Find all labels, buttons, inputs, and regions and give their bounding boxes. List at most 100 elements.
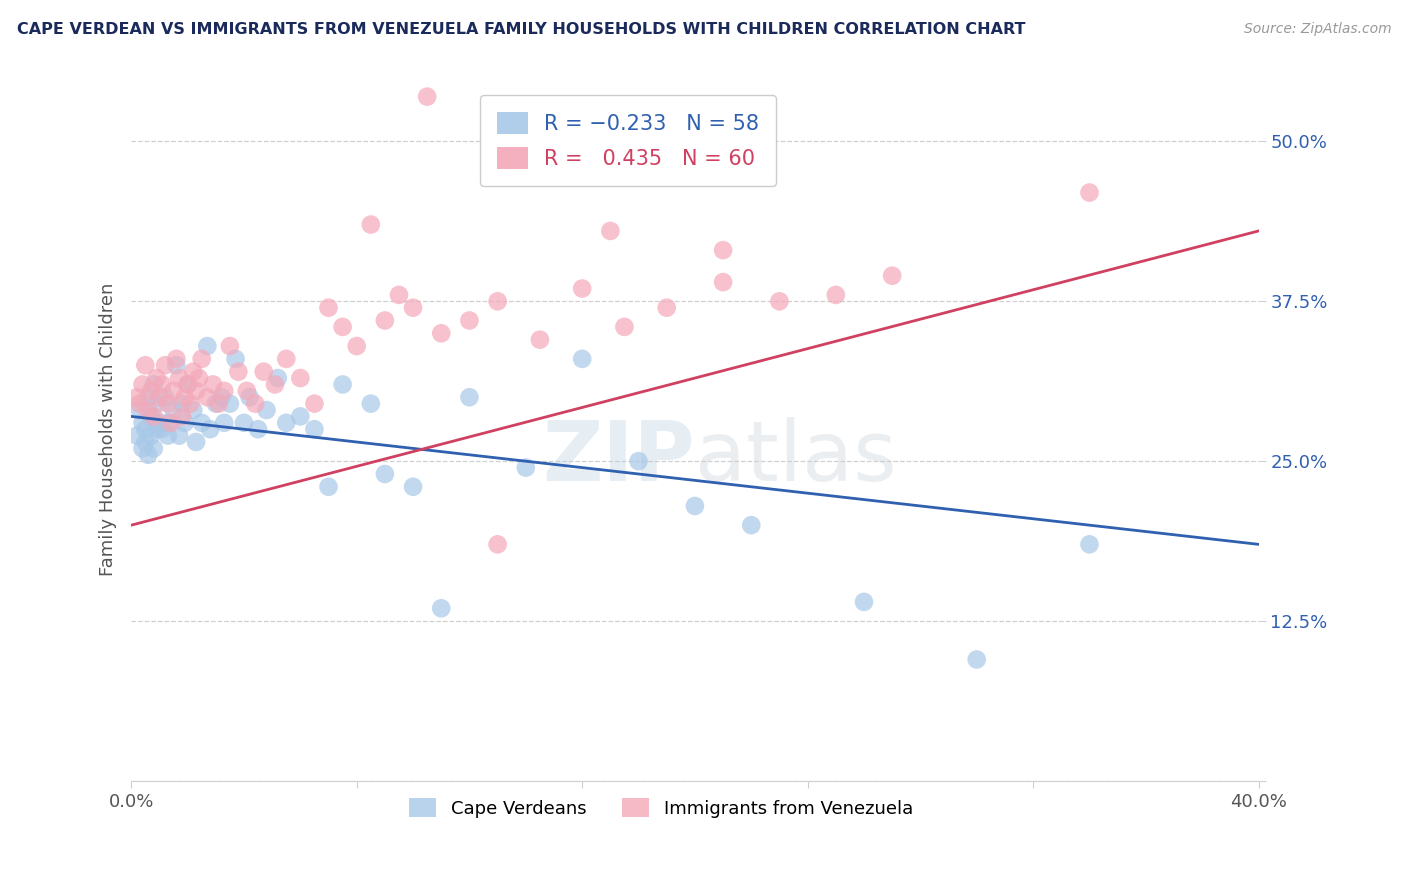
Point xyxy=(486,294,509,309)
Point xyxy=(153,358,176,372)
Point xyxy=(740,518,762,533)
Point xyxy=(256,403,278,417)
Point xyxy=(131,377,153,392)
Point xyxy=(458,390,481,404)
Point xyxy=(162,384,184,398)
Point xyxy=(156,416,179,430)
Point xyxy=(1078,537,1101,551)
Point xyxy=(655,301,678,315)
Point xyxy=(824,288,846,302)
Point xyxy=(253,365,276,379)
Point xyxy=(711,275,734,289)
Point xyxy=(148,390,170,404)
Point xyxy=(181,403,204,417)
Point xyxy=(430,601,453,615)
Point xyxy=(167,428,190,442)
Point xyxy=(150,422,173,436)
Point xyxy=(416,89,439,103)
Point xyxy=(219,397,242,411)
Point xyxy=(139,384,162,398)
Point xyxy=(195,390,218,404)
Point xyxy=(290,371,312,385)
Point xyxy=(239,390,262,404)
Point xyxy=(145,371,167,385)
Point xyxy=(332,377,354,392)
Point xyxy=(170,397,193,411)
Point xyxy=(245,397,267,411)
Point xyxy=(276,416,298,430)
Point xyxy=(332,319,354,334)
Point xyxy=(136,390,159,404)
Point xyxy=(139,409,162,424)
Point xyxy=(125,428,148,442)
Point xyxy=(529,333,551,347)
Point xyxy=(430,326,453,341)
Point xyxy=(613,319,636,334)
Point xyxy=(486,537,509,551)
Text: Source: ZipAtlas.com: Source: ZipAtlas.com xyxy=(1244,22,1392,37)
Point xyxy=(128,403,150,417)
Point xyxy=(402,301,425,315)
Point xyxy=(142,377,165,392)
Point xyxy=(125,390,148,404)
Point xyxy=(145,397,167,411)
Point xyxy=(184,435,207,450)
Point xyxy=(388,288,411,302)
Point xyxy=(204,397,226,411)
Point xyxy=(402,480,425,494)
Point xyxy=(190,351,212,366)
Point xyxy=(148,416,170,430)
Point xyxy=(156,428,179,442)
Point xyxy=(276,351,298,366)
Point xyxy=(131,442,153,456)
Point xyxy=(768,294,790,309)
Point xyxy=(190,416,212,430)
Legend: Cape Verdeans, Immigrants from Venezuela: Cape Verdeans, Immigrants from Venezuela xyxy=(402,790,921,825)
Point xyxy=(304,422,326,436)
Point xyxy=(167,371,190,385)
Text: atlas: atlas xyxy=(695,417,897,498)
Point xyxy=(225,351,247,366)
Point xyxy=(304,397,326,411)
Point xyxy=(374,467,396,481)
Point xyxy=(131,416,153,430)
Point xyxy=(233,416,256,430)
Point xyxy=(176,377,198,392)
Point xyxy=(247,422,270,436)
Point xyxy=(165,351,187,366)
Point xyxy=(571,281,593,295)
Point xyxy=(290,409,312,424)
Point xyxy=(139,428,162,442)
Point xyxy=(212,384,235,398)
Point xyxy=(346,339,368,353)
Point xyxy=(162,403,184,417)
Point xyxy=(267,371,290,385)
Point xyxy=(515,460,537,475)
Point xyxy=(360,397,382,411)
Point xyxy=(176,377,198,392)
Point xyxy=(318,480,340,494)
Y-axis label: Family Households with Children: Family Households with Children xyxy=(100,283,117,576)
Point xyxy=(228,365,250,379)
Text: CAPE VERDEAN VS IMMIGRANTS FROM VENEZUELA FAMILY HOUSEHOLDS WITH CHILDREN CORREL: CAPE VERDEAN VS IMMIGRANTS FROM VENEZUEL… xyxy=(17,22,1025,37)
Point xyxy=(209,390,232,404)
Point xyxy=(170,409,193,424)
Point xyxy=(236,384,259,398)
Point xyxy=(153,390,176,404)
Point xyxy=(165,358,187,372)
Point xyxy=(195,339,218,353)
Point xyxy=(219,339,242,353)
Point xyxy=(711,243,734,257)
Point xyxy=(207,397,229,411)
Point xyxy=(966,652,988,666)
Point xyxy=(156,397,179,411)
Point xyxy=(136,448,159,462)
Point xyxy=(136,403,159,417)
Point xyxy=(360,218,382,232)
Point xyxy=(128,397,150,411)
Text: ZIP: ZIP xyxy=(543,417,695,498)
Point xyxy=(683,499,706,513)
Point xyxy=(374,313,396,327)
Point xyxy=(882,268,904,283)
Point xyxy=(150,377,173,392)
